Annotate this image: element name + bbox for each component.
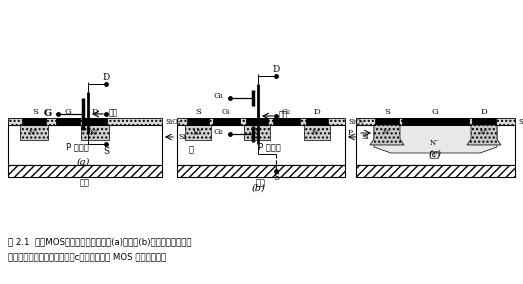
Bar — [22, 118, 46, 125]
Bar — [402, 118, 469, 125]
Bar — [356, 125, 515, 165]
Text: 底座: 底座 — [256, 179, 266, 187]
Bar — [83, 118, 107, 125]
Text: G₂: G₂ — [214, 128, 224, 136]
Text: S: S — [32, 108, 38, 116]
Text: S: S — [273, 174, 279, 183]
Text: S: S — [195, 108, 201, 116]
Bar — [8, 118, 162, 125]
Bar — [177, 165, 345, 177]
Bar — [304, 125, 330, 140]
Text: (b): (b) — [251, 183, 265, 193]
Bar — [306, 118, 328, 125]
Polygon shape — [467, 125, 501, 145]
Text: P 型衬底: P 型衬底 — [258, 143, 280, 151]
Text: 底座: 底座 — [80, 179, 90, 187]
Text: P 型衬底: P 型衬底 — [65, 143, 88, 151]
Text: 图 2.1  高频MOS晶体管的剖面和符号(a)单栅型(b)级联复栅型，实际: 图 2.1 高频MOS晶体管的剖面和符号(a)单栅型(b)级联复栅型，实际 — [8, 237, 191, 247]
Polygon shape — [374, 125, 497, 153]
Text: G₁: G₁ — [222, 108, 231, 116]
Text: SiO₂: SiO₂ — [165, 118, 180, 126]
Text: D: D — [314, 108, 321, 116]
Bar — [356, 165, 515, 177]
Text: SiO₂: SiO₂ — [348, 118, 363, 126]
Text: N⁺: N⁺ — [252, 129, 262, 137]
Bar — [81, 125, 109, 140]
Text: Si: Si — [178, 133, 186, 141]
Text: D: D — [92, 108, 98, 116]
Bar — [20, 125, 48, 140]
Text: S: S — [103, 147, 109, 156]
Bar — [177, 125, 345, 165]
Text: D: D — [103, 72, 110, 82]
Text: (a): (a) — [76, 158, 89, 166]
Text: Si: Si — [361, 133, 369, 141]
Text: 衬底: 衬底 — [430, 151, 440, 160]
Text: 岛: 岛 — [188, 145, 194, 154]
Bar — [356, 118, 515, 125]
Text: D: D — [481, 108, 487, 116]
Text: 上多作成以漏为中心的环状（c）双扩散单栅 MOS 场效应晶体管: 上多作成以漏为中心的环状（c）双扩散单栅 MOS 场效应晶体管 — [8, 252, 166, 262]
Text: D: D — [272, 64, 280, 74]
Bar — [472, 118, 496, 125]
Text: G: G — [44, 108, 52, 118]
Polygon shape — [370, 125, 404, 145]
Bar — [185, 125, 211, 140]
Bar — [213, 118, 240, 125]
Text: G: G — [65, 108, 71, 116]
Text: N⁺: N⁺ — [90, 129, 100, 137]
Bar — [244, 125, 270, 140]
Text: (c): (c) — [428, 149, 441, 158]
Bar — [273, 118, 300, 125]
Text: N⁺: N⁺ — [29, 129, 39, 137]
Bar — [375, 118, 399, 125]
Text: S: S — [384, 108, 390, 116]
Bar — [177, 118, 345, 125]
Bar — [8, 165, 162, 177]
Bar — [56, 118, 80, 125]
Text: N⁺: N⁺ — [383, 130, 391, 135]
Bar — [8, 125, 162, 165]
Bar — [246, 118, 268, 125]
Text: G₂: G₂ — [281, 108, 290, 116]
Text: G₁: G₁ — [214, 92, 224, 100]
Text: N⁺: N⁺ — [312, 129, 322, 137]
Text: 衬底: 衬底 — [109, 108, 118, 118]
Text: N⁻: N⁻ — [430, 139, 440, 147]
Bar — [187, 118, 209, 125]
Text: N⁺: N⁺ — [480, 130, 488, 135]
Text: 衬底: 衬底 — [279, 110, 288, 120]
Text: G: G — [431, 108, 438, 116]
Text: N⁺: N⁺ — [193, 129, 203, 137]
Text: SiO₂: SiO₂ — [518, 118, 523, 126]
Text: P: P — [348, 129, 353, 137]
